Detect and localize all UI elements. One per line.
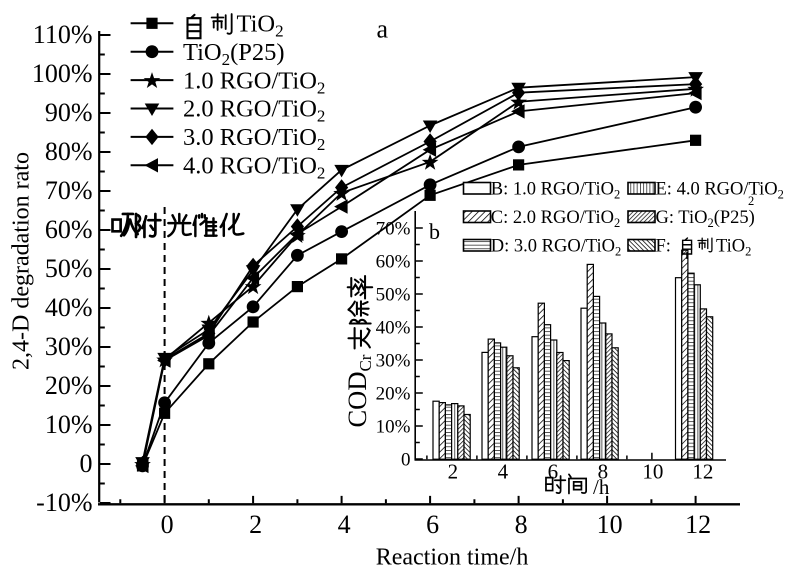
- svg-text:D: 3.0 RGO/TiO2: D: 3.0 RGO/TiO2: [491, 237, 621, 259]
- svg-text:60%: 60%: [45, 215, 93, 244]
- svg-text:2,4-D degradation rato: 2,4-D degradation rato: [9, 152, 35, 370]
- svg-text:6: 6: [548, 460, 559, 484]
- svg-text:0: 0: [161, 510, 174, 539]
- svg-text:8: 8: [515, 510, 528, 539]
- svg-text:10%: 10%: [45, 410, 93, 439]
- svg-text:40%: 40%: [376, 318, 411, 339]
- svg-text:CODCr: CODCr: [342, 354, 375, 427]
- svg-text:110%: 110%: [33, 20, 93, 49]
- svg-text:10: 10: [597, 510, 623, 539]
- svg-text:20%: 20%: [45, 371, 93, 400]
- svg-text:F:: F:: [656, 237, 671, 257]
- svg-text:b: b: [429, 219, 440, 244]
- svg-text:2: 2: [249, 510, 262, 539]
- svg-text:4: 4: [338, 510, 351, 539]
- svg-text:1.0 RGO/TiO2: 1.0 RGO/TiO2: [183, 67, 325, 97]
- svg-text:12: 12: [692, 460, 713, 484]
- svg-text:B: 1.0 RGO/TiO2: B: 1.0 RGO/TiO2: [491, 180, 620, 202]
- svg-text:4.0 RGO/TiO2: 4.0 RGO/TiO2: [183, 152, 325, 182]
- svg-text:10: 10: [642, 460, 663, 484]
- svg-text:4: 4: [498, 460, 509, 484]
- svg-text:Reaction time/h: Reaction time/h: [376, 545, 529, 571]
- svg-text:30%: 30%: [45, 332, 93, 361]
- svg-text:0: 0: [80, 449, 93, 478]
- svg-text:2.0 RGO/TiO2: 2.0 RGO/TiO2: [183, 96, 325, 126]
- svg-text:8: 8: [598, 460, 609, 484]
- svg-text:G: TiO2(P25): G: TiO2(P25): [656, 208, 755, 230]
- svg-text:-10%: -10%: [36, 488, 92, 517]
- svg-text:C: 2.0 RGO/TiO2: C: 2.0 RGO/TiO2: [491, 208, 620, 230]
- svg-text:30%: 30%: [376, 351, 411, 372]
- svg-text:20%: 20%: [376, 384, 411, 405]
- svg-text:6: 6: [426, 510, 439, 539]
- svg-text:70%: 70%: [376, 219, 411, 240]
- svg-text:90%: 90%: [45, 98, 93, 127]
- svg-text:12: 12: [685, 510, 711, 539]
- svg-text:E: 4.0 RGO/TiO2: E: 4.0 RGO/TiO2: [656, 180, 784, 202]
- svg-text:10%: 10%: [376, 417, 411, 438]
- svg-text:50%: 50%: [45, 254, 93, 283]
- svg-text:/h: /h: [593, 475, 610, 499]
- svg-text:60%: 60%: [376, 252, 411, 273]
- svg-text:80%: 80%: [45, 137, 93, 166]
- svg-text:3.0 RGO/TiO2: 3.0 RGO/TiO2: [183, 124, 325, 154]
- svg-text:40%: 40%: [45, 293, 93, 322]
- svg-text:2: 2: [448, 460, 459, 484]
- svg-text:a: a: [377, 15, 389, 44]
- svg-text:70%: 70%: [45, 176, 93, 205]
- svg-text:100%: 100%: [32, 59, 93, 88]
- svg-text:0: 0: [401, 450, 411, 471]
- svg-text:50%: 50%: [376, 285, 411, 306]
- svg-text:TiO2: TiO2: [716, 237, 751, 259]
- svg-text:TiO2(P25): TiO2(P25): [183, 39, 285, 69]
- svg-text:2: 2: [748, 194, 754, 208]
